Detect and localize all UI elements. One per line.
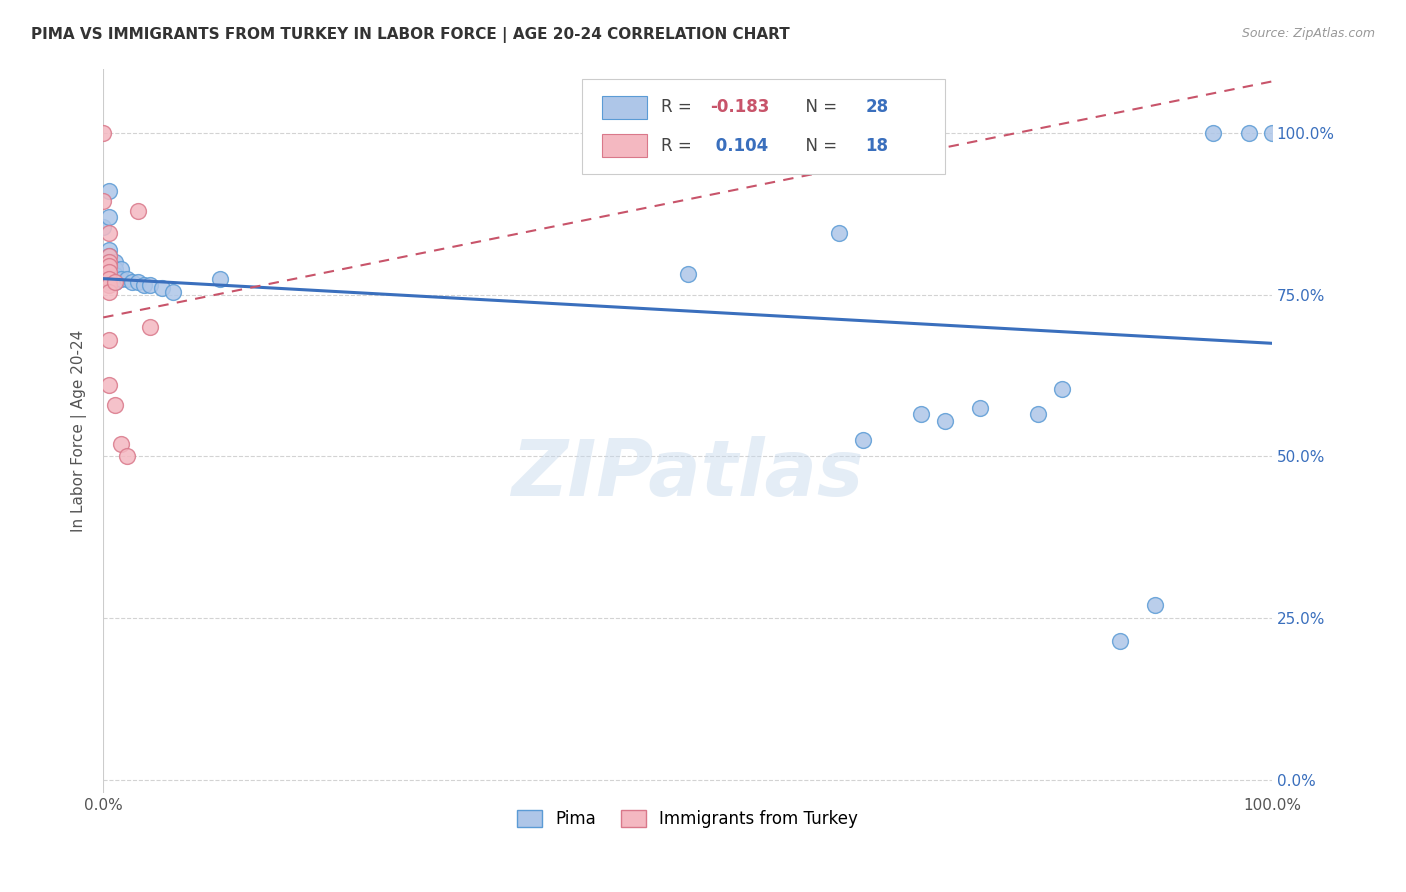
Text: ZIPatlas: ZIPatlas: [512, 436, 863, 512]
Text: 0.104: 0.104: [710, 136, 768, 154]
Point: [121, 275, 143, 289]
Point: [139, 278, 162, 293]
Text: N =: N =: [794, 98, 842, 116]
Point: [676, 267, 699, 281]
Point: [91, 194, 114, 208]
Point: [98, 271, 121, 285]
FancyBboxPatch shape: [582, 79, 945, 174]
Point: [1050, 382, 1073, 396]
Point: [139, 320, 162, 334]
Point: [1261, 126, 1284, 140]
Point: [104, 255, 127, 269]
Bar: [602, 134, 647, 157]
Point: [98, 265, 121, 279]
Point: [852, 434, 875, 448]
Point: [1144, 598, 1167, 612]
Point: [1202, 126, 1225, 140]
Point: [127, 275, 149, 289]
Point: [91, 126, 114, 140]
Point: [98, 227, 121, 241]
Text: -0.183: -0.183: [710, 98, 769, 116]
Point: [110, 436, 132, 450]
Point: [209, 271, 232, 285]
Point: [1109, 633, 1132, 648]
Point: [98, 268, 121, 283]
Point: [98, 211, 121, 225]
Point: [98, 185, 121, 199]
Point: [98, 275, 121, 289]
Point: [115, 271, 138, 285]
Point: [910, 408, 932, 422]
Y-axis label: In Labor Force | Age 20-24: In Labor Force | Age 20-24: [72, 329, 87, 532]
Point: [91, 219, 114, 234]
Point: [98, 265, 121, 279]
Text: N =: N =: [794, 136, 842, 154]
Text: R =: R =: [661, 98, 697, 116]
Bar: [602, 95, 647, 119]
Point: [104, 275, 127, 289]
Point: [104, 275, 127, 289]
Text: PIMA VS IMMIGRANTS FROM TURKEY IN LABOR FORCE | AGE 20-24 CORRELATION CHART: PIMA VS IMMIGRANTS FROM TURKEY IN LABOR …: [31, 27, 790, 43]
Point: [110, 262, 132, 277]
Text: R =: R =: [661, 136, 697, 154]
Point: [127, 203, 149, 218]
Point: [98, 249, 121, 263]
Point: [98, 378, 121, 392]
Text: Source: ZipAtlas.com: Source: ZipAtlas.com: [1241, 27, 1375, 40]
Point: [98, 259, 121, 273]
Point: [150, 281, 173, 295]
Point: [98, 285, 121, 299]
Point: [162, 285, 184, 299]
Point: [98, 255, 121, 269]
Point: [1026, 408, 1049, 422]
Legend: Pima, Immigrants from Turkey: Pima, Immigrants from Turkey: [510, 804, 865, 835]
Point: [98, 249, 121, 263]
Point: [969, 401, 991, 415]
Point: [104, 398, 127, 412]
Point: [934, 414, 956, 428]
Point: [98, 278, 121, 293]
Point: [98, 271, 121, 285]
Point: [98, 333, 121, 347]
Point: [134, 278, 156, 293]
Point: [98, 255, 121, 269]
Point: [104, 262, 127, 277]
Point: [110, 271, 132, 285]
Text: 18: 18: [865, 136, 889, 154]
Point: [1237, 126, 1260, 140]
Point: [104, 268, 127, 283]
Point: [98, 243, 121, 257]
Point: [828, 227, 851, 241]
Point: [115, 450, 138, 464]
Text: 28: 28: [865, 98, 889, 116]
